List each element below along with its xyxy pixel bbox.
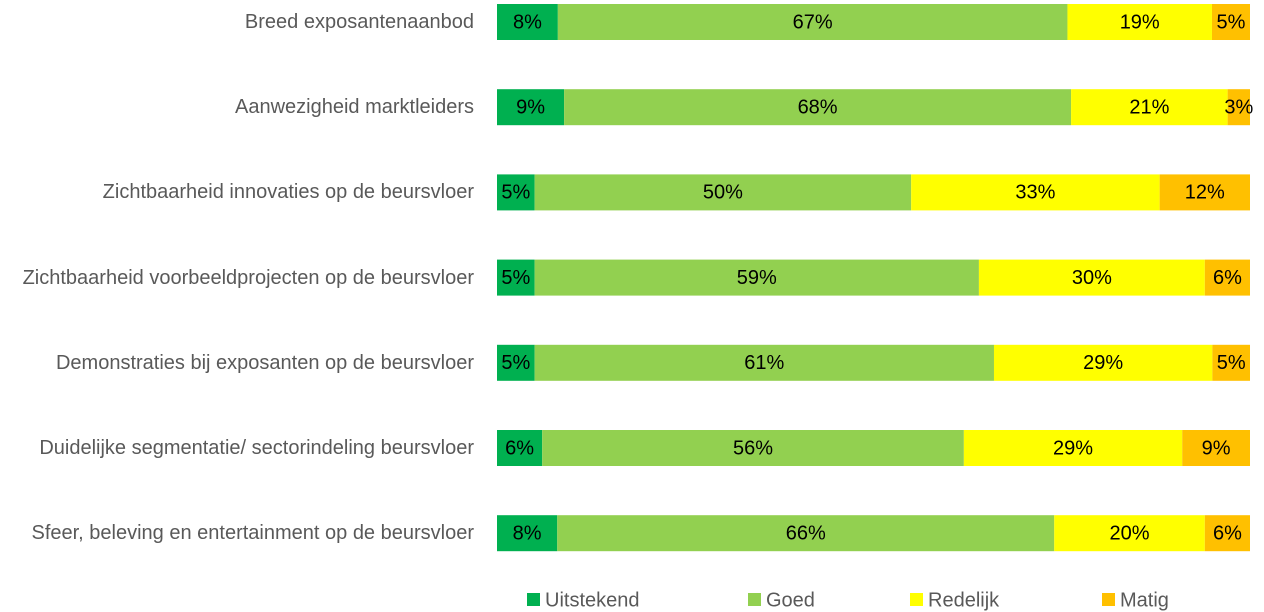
value-label: 68%: [798, 96, 838, 118]
bar-segment: [542, 430, 964, 466]
value-label: 6%: [505, 437, 534, 459]
value-label: 9%: [1202, 437, 1231, 459]
bar-segment: [534, 174, 912, 211]
bar-segment: [534, 344, 994, 381]
value-label: 59%: [737, 267, 777, 289]
bar-segment: [497, 89, 565, 126]
category-label: Zichtbaarheid voorbeeldprojecten op de b…: [22, 266, 474, 289]
value-label: 21%: [1129, 96, 1169, 118]
legend-label: Redelijk: [928, 589, 1000, 611]
bar-segment: [1227, 89, 1250, 126]
value-label: 5%: [501, 182, 530, 204]
bar-segment: [1212, 344, 1250, 381]
legend-swatch: [748, 593, 761, 606]
bar-segment: [557, 515, 1055, 552]
value-label: 56%: [733, 437, 773, 459]
bar-segment: [497, 344, 535, 381]
legend-label: Goed: [766, 589, 815, 611]
value-label: 5%: [501, 352, 530, 374]
value-label: 61%: [744, 352, 784, 374]
bar-segment: [497, 259, 535, 296]
category-label: Demonstraties bij exposanten op de beurs…: [55, 351, 474, 374]
value-label: 29%: [1053, 437, 1093, 459]
bar-segment: [564, 89, 1072, 126]
value-label: 33%: [1015, 182, 1055, 204]
bar-segment: [993, 344, 1213, 381]
value-label: 66%: [786, 522, 826, 544]
legend-swatch: [1102, 593, 1115, 606]
bar-segment: [497, 4, 558, 40]
category-label: Zichtbaarheid innovaties op de beursvloe…: [102, 181, 474, 204]
value-label: 67%: [793, 11, 833, 33]
bar-segment: [1204, 515, 1250, 552]
legend-swatch: [527, 593, 540, 606]
bar-segment: [557, 4, 1068, 40]
value-label: 9%: [516, 96, 545, 118]
value-label: 8%: [513, 11, 542, 33]
bar-segment: [497, 515, 558, 552]
value-label: 29%: [1083, 352, 1123, 374]
value-label: 8%: [513, 522, 542, 544]
bar-segment: [1054, 515, 1205, 552]
value-label: 19%: [1120, 11, 1160, 33]
bar-segment: [534, 259, 979, 296]
value-label: 3%: [1224, 96, 1253, 118]
bar-segment: [1067, 4, 1212, 40]
value-label: 5%: [1217, 352, 1246, 374]
value-label: 6%: [1213, 522, 1242, 544]
bar-segment: [497, 430, 543, 466]
legend-label: Uitstekend: [545, 589, 640, 611]
bar-segment: [1182, 430, 1250, 466]
bar-segment: [497, 174, 535, 211]
value-label: 20%: [1110, 522, 1150, 544]
category-label: Breed exposantenaanbod: [244, 11, 474, 33]
legend-swatch: [910, 593, 923, 606]
bar-segment: [1071, 89, 1228, 126]
value-label: 50%: [703, 182, 743, 204]
category-label: Aanwezigheid marktleiders: [234, 96, 474, 119]
bar-segment: [963, 430, 1183, 466]
bar-segment: [978, 259, 1205, 296]
value-label: 30%: [1072, 267, 1112, 289]
value-label: 5%: [1217, 11, 1246, 33]
category-label: Sfeer, beleving en entertainment op de b…: [31, 522, 474, 545]
bar-segment: [1204, 259, 1250, 296]
value-label: 6%: [1213, 267, 1242, 289]
bar-segment: [1211, 4, 1250, 40]
value-label: 5%: [501, 267, 530, 289]
bar-segment: [911, 174, 1160, 211]
category-label: Duidelijke segmentatie/ sectorindeling b…: [39, 437, 474, 459]
legend-label: Matig: [1120, 589, 1169, 611]
value-label: 12%: [1185, 182, 1225, 204]
bar-segment: [1159, 174, 1250, 211]
